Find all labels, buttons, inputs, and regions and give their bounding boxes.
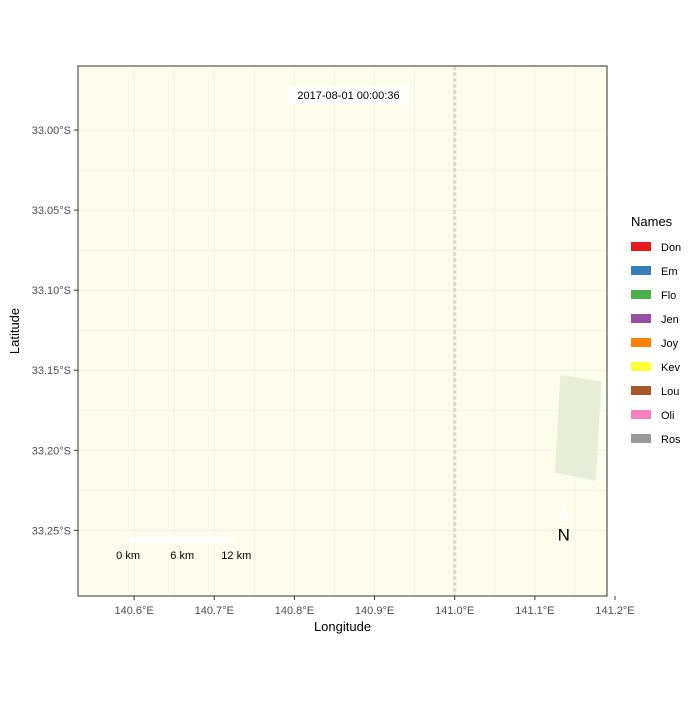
legend-item-ros: Ros bbox=[631, 434, 681, 446]
legend-swatch bbox=[631, 362, 651, 371]
x-axis-ticks: 140.6°E 140.7°E 140.8°E 140.9°E 141.0°E 141.1… bbox=[114, 596, 635, 617]
legend-swatch bbox=[631, 386, 651, 395]
y-tick-label: 33.00°S bbox=[32, 125, 71, 137]
legend-label: Ros bbox=[661, 434, 681, 446]
vegetation-patch bbox=[554, 375, 602, 481]
legend-swatch bbox=[631, 266, 651, 275]
north-arrow-icon bbox=[559, 504, 569, 521]
legend-item-kev: Kev bbox=[631, 362, 680, 374]
north-label: N bbox=[558, 525, 570, 544]
x-tick-label: 140.9°E bbox=[355, 605, 394, 617]
y-tick-label: 33.05°S bbox=[32, 205, 71, 217]
x-tick-label: 140.8°E bbox=[275, 605, 314, 617]
scale-label-0: 0 km bbox=[116, 550, 140, 562]
map-panel-background bbox=[78, 66, 607, 596]
y-axis-ticks: 33.00°S 33.05°S 33.10°S 33.15°S 33.20°S 33.25… bbox=[32, 125, 78, 537]
timestamp-text: 2017-08-01 00:00:36 bbox=[297, 90, 399, 102]
x-tick-label: 141.0°E bbox=[435, 605, 474, 617]
y-tick-label: 33.25°S bbox=[32, 525, 71, 537]
legend: Names Don Em Flo Jen Joy Kev Lou Oli Ros bbox=[631, 214, 681, 446]
legend-label: Kev bbox=[661, 362, 680, 374]
x-axis-title: Longitude bbox=[314, 619, 371, 634]
grid-lines bbox=[78, 66, 607, 596]
legend-swatch bbox=[631, 338, 651, 347]
legend-item-don: Don bbox=[631, 242, 681, 254]
legend-items: Don Em Flo Jen Joy Kev Lou Oli Ros bbox=[631, 242, 681, 446]
y-axis-title: Latitude bbox=[7, 308, 22, 354]
legend-swatch bbox=[631, 242, 651, 251]
scale-label-mid: 6 km bbox=[170, 550, 194, 562]
x-tick-label: 141.1°E bbox=[515, 605, 554, 617]
legend-swatch bbox=[631, 410, 651, 419]
legend-label: Jen bbox=[661, 314, 679, 326]
y-tick-label: 33.15°S bbox=[32, 365, 71, 377]
legend-swatch bbox=[631, 290, 651, 299]
legend-swatch bbox=[631, 314, 651, 323]
legend-item-jen: Jen bbox=[631, 314, 679, 326]
x-tick-label: 140.7°E bbox=[195, 605, 234, 617]
legend-item-joy: Joy bbox=[631, 338, 679, 350]
legend-item-lou: Lou bbox=[631, 386, 679, 398]
timestamp-background bbox=[288, 86, 409, 104]
north-arrow: N bbox=[558, 504, 570, 544]
legend-label: Oli bbox=[661, 410, 674, 422]
legend-label: Flo bbox=[661, 290, 676, 302]
legend-label: Joy bbox=[661, 338, 679, 350]
legend-label: Lou bbox=[661, 386, 679, 398]
x-tick-label: 141.2°E bbox=[595, 605, 634, 617]
scale-bar-rect bbox=[130, 536, 235, 543]
map-panel-border bbox=[77, 65, 608, 597]
legend-item-oli: Oli bbox=[631, 410, 674, 422]
legend-item-flo: Flo bbox=[631, 290, 676, 302]
scale-bar: 0 km 6 km 12 km bbox=[116, 536, 251, 562]
legend-label: Em bbox=[661, 266, 678, 278]
timestamp-label: 2017-08-01 00:00:36 bbox=[288, 86, 409, 104]
x-tick-label: 140.6°E bbox=[114, 605, 153, 617]
legend-item-em: Em bbox=[631, 266, 678, 278]
y-tick-label: 33.20°S bbox=[32, 445, 71, 457]
legend-label: Don bbox=[661, 242, 681, 254]
y-tick-label: 33.10°S bbox=[32, 285, 71, 297]
scale-label-end: 12 km bbox=[221, 550, 251, 562]
legend-title: Names bbox=[631, 214, 673, 229]
legend-swatch bbox=[631, 434, 651, 443]
